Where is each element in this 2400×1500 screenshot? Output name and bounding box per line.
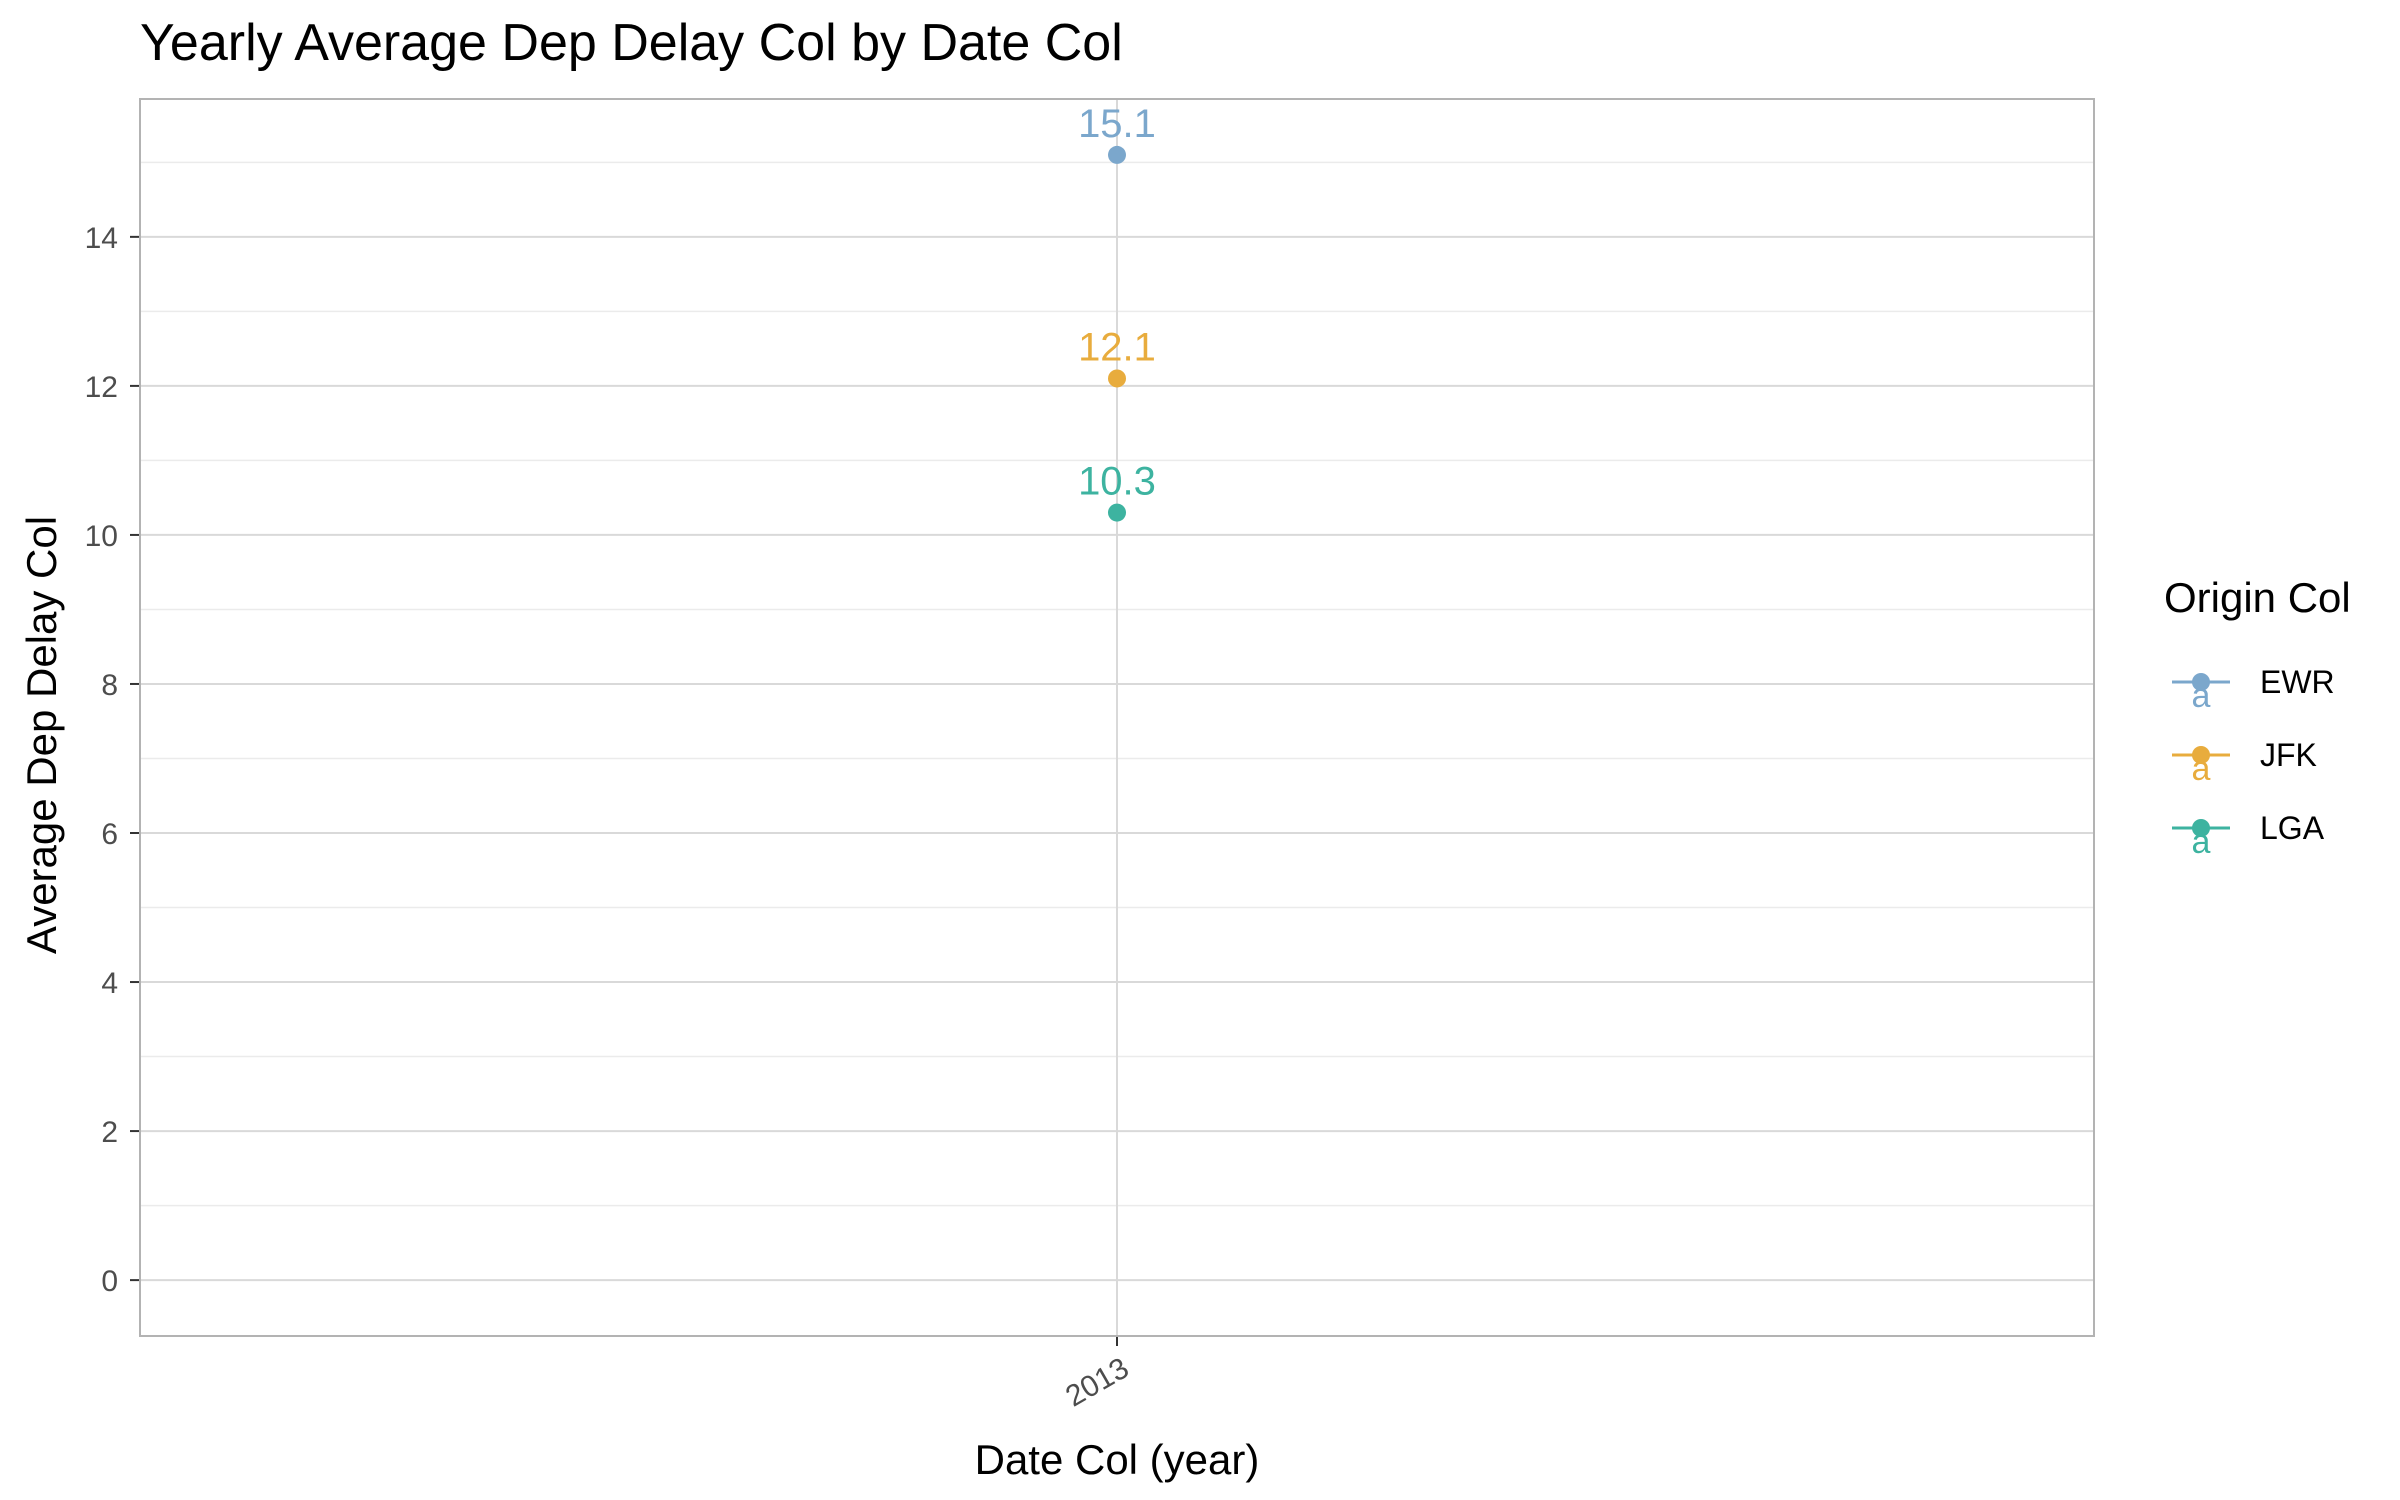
panel-border bbox=[139, 98, 2095, 1337]
data-point-lga bbox=[1108, 503, 1126, 522]
y-tick-label: 6 bbox=[101, 818, 118, 851]
legend-items: a EWR a JFK a LGA bbox=[2172, 664, 2335, 861]
data-point-ewr bbox=[1108, 145, 1126, 164]
legend-label: LGA bbox=[2260, 810, 2325, 846]
y-tick-label: 2 bbox=[101, 1116, 118, 1149]
y-tick-label: 8 bbox=[101, 669, 118, 702]
legend-label: EWR bbox=[2260, 664, 2335, 700]
legend-label: JFK bbox=[2260, 737, 2317, 773]
data-label-jfk: 12.1 bbox=[1078, 325, 1156, 369]
legend-key-glyph: a bbox=[2192, 750, 2211, 788]
legend: Origin Col a EWR a JFK a LGA bbox=[2164, 574, 2351, 861]
legend-item-lga: a LGA bbox=[2172, 810, 2325, 861]
legend-key-point bbox=[2192, 819, 2210, 837]
y-tick-label: 0 bbox=[101, 1265, 118, 1298]
legend-item-jfk: a JFK bbox=[2172, 737, 2317, 788]
y-tick-label: 12 bbox=[85, 371, 118, 404]
legend-key-glyph: a bbox=[2192, 823, 2211, 861]
y-tick-label: 4 bbox=[101, 967, 118, 1000]
y-tick-label: 14 bbox=[85, 222, 118, 255]
legend-title: Origin Col bbox=[2164, 574, 2351, 621]
chart-title: Yearly Average Dep Delay Col by Date Col bbox=[140, 14, 1123, 72]
data-point-jfk bbox=[1108, 369, 1126, 388]
x-axis-title: Date Col (year) bbox=[975, 1436, 1260, 1483]
legend-item-ewr: a EWR bbox=[2172, 664, 2335, 715]
x-tick-label: 2013 bbox=[1060, 1351, 1134, 1413]
legend-key-glyph: a bbox=[2192, 677, 2211, 715]
y-axis-title: Average Dep Delay Col bbox=[18, 516, 65, 954]
data-label-lga: 10.3 bbox=[1078, 460, 1156, 504]
y-tick-label: 10 bbox=[85, 520, 118, 553]
legend-key-point bbox=[2192, 746, 2210, 764]
plot-area: 0 2 4 6 8 10 12 14 2013 15.1 12.1 10.3 bbox=[85, 98, 2095, 1413]
legend-key-point bbox=[2192, 673, 2210, 691]
data-label-ewr: 15.1 bbox=[1078, 102, 1156, 146]
